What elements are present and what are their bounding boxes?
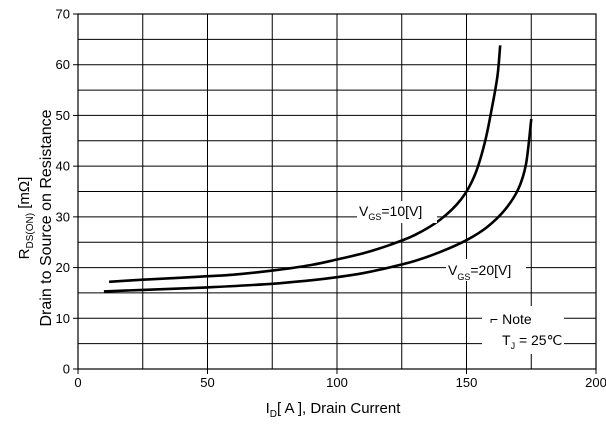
x-tick-label: 150 (456, 375, 478, 390)
y-tick-label: 30 (56, 209, 70, 224)
curves (103, 45, 533, 293)
y-axis-label: RDS(ON) [mΩ] Drain to Source on Resistan… (16, 109, 55, 326)
grid-lines (78, 14, 596, 369)
y-axis-label-line2: Drain to Source on Resistance (38, 109, 55, 326)
y-tick-label: 0 (63, 362, 70, 377)
y-tick-label: 20 (56, 260, 70, 275)
y-tick-labels: 0 10 20 30 40 50 60 70 (56, 7, 78, 377)
series-line-vgs10 (109, 45, 502, 284)
note-title: ⌐ Note (490, 311, 532, 327)
series-label-vgs20: VGS=20[V] (446, 259, 526, 282)
y-tick-label: 40 (56, 159, 70, 174)
y-tick-label: 70 (56, 7, 70, 22)
x-tick-labels: 0 50 100 150 200 (74, 369, 606, 390)
series-label-vgs10: VGS=10[V] (357, 201, 437, 223)
y-tick-label: 10 (56, 311, 70, 326)
svg-text:VGS=20[V]: VGS=20[V] (448, 262, 511, 282)
x-tick-label: 100 (326, 375, 348, 390)
x-axis-label: ID[ A ], Drain Current (266, 400, 402, 420)
x-tick-label: 0 (74, 375, 81, 390)
y-axis-label-line1: RDS(ON) [mΩ] (16, 177, 36, 260)
svg-text:VGS=10[V]: VGS=10[V] (359, 203, 422, 222)
series-line-vgs20 (103, 118, 533, 293)
y-tick-label: 50 (56, 108, 70, 123)
note-annotation: ⌐ Note TJ = 25℃ (482, 306, 564, 354)
x-tick-label: 50 (200, 375, 214, 390)
x-tick-label: 200 (585, 375, 606, 390)
note-temperature: TJ = 25℃ (502, 332, 562, 351)
y-tick-label: 60 (56, 57, 70, 72)
